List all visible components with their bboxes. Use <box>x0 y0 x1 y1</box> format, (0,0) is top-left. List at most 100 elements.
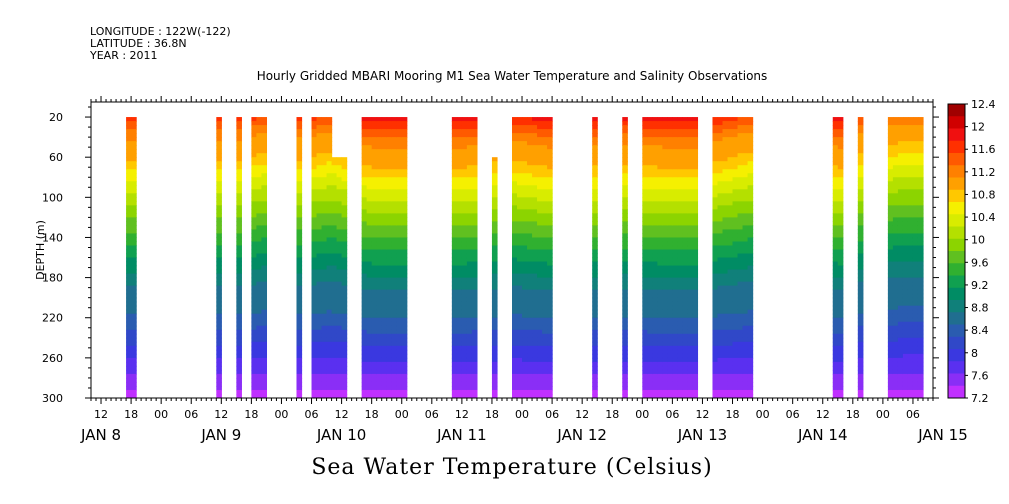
chart-title: Hourly Gridded MBARI Mooring M1 Sea Wate… <box>257 69 768 83</box>
x-date-label: JAN 10 <box>316 426 367 444</box>
x-tick-label: 18 <box>726 408 740 421</box>
data-segment-16 <box>857 117 864 398</box>
x-tick-label: 06 <box>665 408 679 421</box>
data-segment-6 <box>331 157 348 398</box>
colorbar-tick-label: 11.6 <box>971 143 996 156</box>
y-tick-label: 180 <box>42 272 63 285</box>
x-tick-label: 00 <box>635 408 649 421</box>
longitude-label: LONGITUDE : 122W(-122) <box>90 25 231 38</box>
colorbar-swatch <box>948 153 965 166</box>
data-segment-9 <box>491 157 498 398</box>
colorbar-swatch <box>948 238 965 252</box>
colorbar-tick-label: 9.2 <box>971 279 989 292</box>
x-tick-label: 00 <box>154 408 168 421</box>
data-segment-10 <box>512 117 553 398</box>
x-tick-label: 12 <box>94 408 108 421</box>
latitude-label: LATITUDE : 36.8N <box>90 37 187 50</box>
colorbar-swatch <box>948 361 965 374</box>
year-label: YEAR : 2011 <box>89 49 158 62</box>
colorbar-swatch <box>948 373 965 387</box>
x-date-label: JAN 13 <box>677 426 728 444</box>
colorbar-tick-label: 8 <box>971 347 978 360</box>
x-tick-label: 18 <box>605 408 619 421</box>
colorbar-swatch <box>948 165 965 178</box>
colorbar-frame <box>947 103 966 399</box>
colorbar-swatch <box>948 189 965 203</box>
y-tick-label: 140 <box>42 231 63 244</box>
colorbar-swatch <box>948 275 965 289</box>
colorbar-tick-label: 12.4 <box>971 98 996 111</box>
x-tick-label: 00 <box>395 408 409 421</box>
y-tick-label: 260 <box>42 352 63 365</box>
data-segment-11 <box>592 117 598 398</box>
x-date-label: JAN 11 <box>436 426 487 444</box>
colorbar-swatch <box>948 202 965 215</box>
x-date-label: JAN 14 <box>797 426 848 444</box>
data-segment-17 <box>887 117 924 398</box>
colorbar-swatch <box>948 128 965 142</box>
colorbar-swatch <box>948 177 965 191</box>
colorbar-tick-label: 7.2 <box>971 392 989 405</box>
colorbar-swatch <box>948 140 965 154</box>
data-segment-3 <box>251 117 268 398</box>
colorbar-swatch <box>948 226 965 240</box>
x-date-label: JAN 12 <box>556 426 607 444</box>
colorbar-tick-label: 8.4 <box>971 324 989 337</box>
data-segment-15 <box>832 117 844 398</box>
x-tick-label: 12 <box>455 408 469 421</box>
x-tick-label: 06 <box>786 408 800 421</box>
x-tick-label: 06 <box>184 408 198 421</box>
colorbar-swatch <box>948 116 965 129</box>
footer-title: Sea Water Temperature (Celsius) <box>311 455 712 480</box>
data-segment-0 <box>126 117 137 398</box>
x-tick-label: 18 <box>846 408 860 421</box>
data-segment-1 <box>216 117 222 398</box>
data-segment-14 <box>712 117 754 398</box>
x-tick-label: 00 <box>756 408 770 421</box>
y-axis-label: DEPTH (m) <box>34 220 47 280</box>
x-tick-label: 18 <box>365 408 379 421</box>
y-tick-label: 100 <box>42 191 63 204</box>
colorbar-swatch <box>948 336 965 350</box>
y-tick-label: 20 <box>49 111 63 124</box>
colorbar-swatch <box>948 104 965 117</box>
x-tick-label: 12 <box>335 408 349 421</box>
x-tick-label: 00 <box>274 408 288 421</box>
data-segment-8 <box>451 117 478 398</box>
data-segment-13 <box>642 117 699 398</box>
x-date-label: JAN 15 <box>917 426 968 444</box>
colorbar-swatch <box>948 263 965 276</box>
colorbar-swatch <box>948 300 965 313</box>
axes: 12 18 00 06 12 18 00 06 12 18 00 06 12 18 00 06 12 18 00 06… <box>42 96 968 444</box>
x-tick-label: 00 <box>876 408 890 421</box>
data-segments <box>126 117 924 398</box>
colorbar-tick-label: 12 <box>971 121 985 134</box>
x-tick-label: 00 <box>515 408 529 421</box>
data-segment-7 <box>361 117 408 398</box>
x-tick-label: 12 <box>695 408 709 421</box>
colorbar-tick-label: 8.8 <box>971 302 989 315</box>
x-tick-label: 12 <box>575 408 589 421</box>
colorbar-swatch <box>948 349 965 362</box>
colorbar-swatch <box>948 287 965 301</box>
x-tick-label: 18 <box>244 408 258 421</box>
x-tick-label: 12 <box>214 408 228 421</box>
x-tick-label: 06 <box>906 408 920 421</box>
y-tick-label: 60 <box>49 151 63 164</box>
colorbar-swatch <box>948 312 965 325</box>
x-tick-label: 12 <box>816 408 830 421</box>
colorbar-swatch <box>948 385 965 399</box>
colorbar-swatch <box>948 324 965 338</box>
x-tick-label: 06 <box>305 408 319 421</box>
colorbar-swatch <box>948 251 965 264</box>
data-segment-4 <box>296 117 303 398</box>
colorbar-tick-label: 10.8 <box>971 188 996 201</box>
colorbar-tick-label: 7.6 <box>971 369 989 382</box>
data-segment-12 <box>622 117 628 398</box>
data-segment-5 <box>311 117 333 398</box>
colorbar-tick-label: 11.2 <box>971 166 996 179</box>
colorbar-tick-label: 10.4 <box>971 211 996 224</box>
y-tick-label: 300 <box>42 392 63 405</box>
x-tick-label: 18 <box>485 408 499 421</box>
